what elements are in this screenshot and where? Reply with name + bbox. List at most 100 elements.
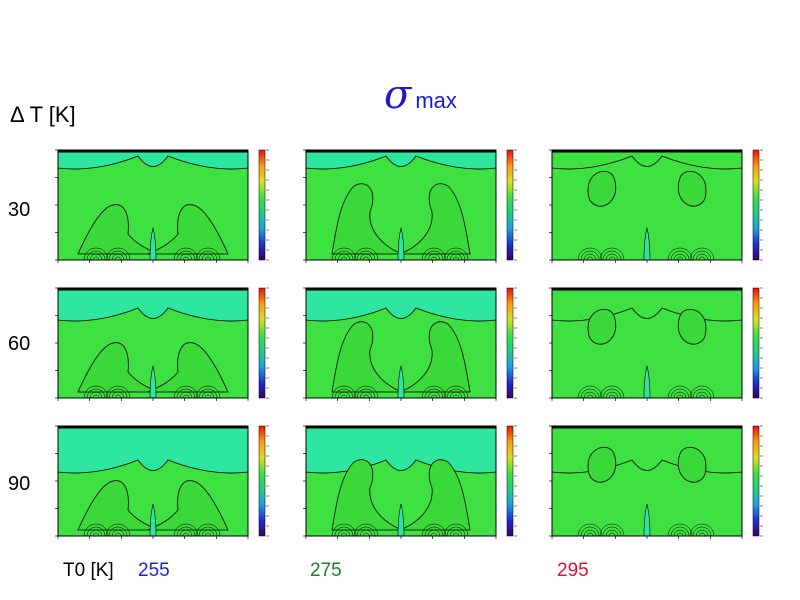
bottom-contour-arc [421,523,447,537]
bottom-contour-arc [356,250,376,261]
bottom-contour-arc [182,532,190,537]
colorbar [752,287,760,399]
bottom-contour-arc [452,532,460,537]
center-column-contour [397,227,405,261]
bottom-contour-arc [667,523,693,537]
bottom-contour-arc [695,253,709,261]
contour-panel-r2-c3 [532,284,772,402]
bottom-contour-arc [452,394,460,399]
bottom-contour-arc [83,385,109,399]
bottom-contour-arc [353,523,379,537]
upper-band-contour [551,287,743,322]
bottom-contour-arc [108,388,128,399]
bottom-contour-arc [201,253,215,261]
bottom-contour-arc [443,247,469,261]
upper-band-contour [57,149,249,170]
bottom-contour-arc [111,253,125,261]
bottom-contour-arc [673,253,687,261]
bottom-contour-arc [114,532,122,537]
bottom-contour-arc [173,523,199,537]
bottom-contour-arc [698,532,706,537]
center-column-contour [149,365,157,399]
bottom-contour-arc [427,529,441,537]
bottom-contour-arc [114,394,122,399]
bottom-contour-arc [583,253,597,261]
title-subscript: max [415,88,457,113]
right-plume-contour [147,480,229,531]
contour-plot-svg [303,287,517,401]
column-axis-label: T0 [K] [63,560,114,581]
center-column-contour [643,227,651,261]
bottom-contour-arc [692,250,712,261]
bottom-contour-arc [337,529,351,537]
bottom-contour-arc [446,526,466,537]
bottom-contour-arc [692,388,712,399]
upper-band-contour [305,425,497,474]
bottom-contour-arc [673,529,687,537]
contour-panel-r3-c3 [532,422,772,540]
contour-plot-svg [549,425,763,539]
bottom-contour-arc [577,247,603,261]
bottom-contour-arc [83,523,109,537]
center-column-contour [643,365,651,399]
bottom-contour-arc [356,526,376,537]
bottom-contour-arc [362,394,370,399]
bottom-contour-arc [204,394,212,399]
center-column-contour [149,503,157,537]
bottom-contour-arc [362,256,370,261]
bottom-contour-arc [670,526,690,537]
bottom-contour-arc [173,247,199,261]
bottom-contour-arc [689,523,715,537]
bottom-contour-arc [577,523,603,537]
bottom-contour-arc [204,532,212,537]
bottom-contour-arc [362,532,370,537]
left-plume-contour [331,183,403,255]
left-plume-contour [77,342,159,393]
bottom-contour-arc [449,391,463,399]
bottom-contour-arc [182,256,190,261]
bottom-contour-arc [605,253,619,261]
contour-panel-r3-c2 [286,422,526,540]
right-plume-contour [399,459,471,531]
upper-band-contour [305,149,497,170]
bottom-contour-arc [580,250,600,261]
bottom-contour-arc [198,388,218,399]
bottom-contour-arc [105,385,131,399]
bottom-contour-arc [359,253,373,261]
colorbar [506,287,514,399]
bottom-contour-arc [105,247,131,261]
bottom-contour-arc [676,532,684,537]
bottom-contour-arc [670,388,690,399]
bottom-contour-arc [605,391,619,399]
bottom-contour-arc [176,388,196,399]
bottom-contour-arc [427,391,441,399]
bottom-contour-arc [198,526,218,537]
bottom-contour-arc [602,250,622,261]
upper-band-contour [551,149,743,170]
center-column-contour [397,365,405,399]
bottom-contour-arc [92,532,100,537]
contour-panel-r1-c3 [532,146,772,264]
contour-plot-svg [55,287,269,401]
bottom-contour-arc [689,247,715,261]
bottom-contour-arc [421,385,447,399]
bottom-contour-arc [449,253,463,261]
bottom-contour-arc [92,256,100,261]
bottom-contour-arc [689,385,715,399]
bottom-contour-arc [359,529,373,537]
right-plume-contour [677,308,707,345]
center-column-contour [397,503,405,537]
row-label-30: 30 [8,199,31,221]
bottom-contour-arc [586,394,594,399]
bottom-contour-arc [86,250,106,261]
bottom-contour-arc [83,247,109,261]
left-plume-contour [587,308,617,345]
colorbar [752,149,760,261]
bottom-contour-arc [340,394,348,399]
bottom-contour-arc [430,256,438,261]
bottom-contour-arc [424,526,444,537]
upper-band-contour [57,287,249,322]
bottom-contour-arc [114,256,122,261]
colorbar [752,425,760,537]
bottom-contour-arc [86,526,106,537]
